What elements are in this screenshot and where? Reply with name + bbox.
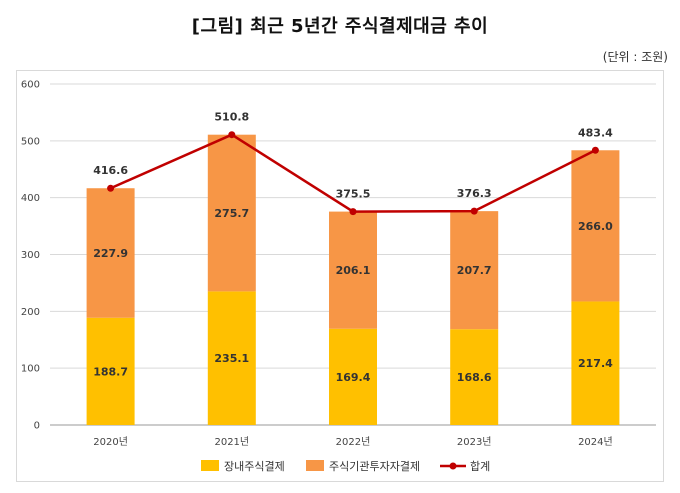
bar-segment [86,188,135,318]
bar-segment [207,291,256,425]
bar-segment [450,329,499,425]
chart-frame [16,70,664,482]
bar-value-label: 169.4 [336,371,371,384]
total-point [349,208,357,216]
total-value-label: 416.6 [93,164,128,177]
bar-segment [450,211,499,330]
x-tick-label: 2021년 [214,436,249,448]
legend-marker [449,462,457,470]
x-tick-label: 2024년 [578,436,613,448]
total-point [228,131,236,139]
total-value-label: 376.3 [457,187,492,200]
x-tick-label: 2023년 [457,436,492,448]
y-tick-label: 300 [21,250,40,261]
bar-value-label: 266.0 [578,220,613,233]
total-value-label: 510.8 [214,111,249,124]
bar-value-label: 227.9 [93,247,128,260]
x-tick-label: 2020년 [93,436,128,448]
y-tick-label: 200 [21,307,40,318]
bar-value-label: 188.7 [93,365,128,378]
total-point [107,184,115,192]
bar-segment [207,134,256,292]
legend-label: 합계 [470,460,490,473]
legend-label: 주식기관투자자결제 [329,460,420,473]
bar-value-label: 275.7 [214,207,249,220]
bar-value-label: 168.6 [457,371,492,384]
y-tick-label: 500 [21,136,40,147]
total-point [470,207,478,215]
y-tick-label: 0 [34,421,40,432]
total-value-label: 483.4 [578,126,613,139]
unit-label: (단위 : 조원) [602,50,668,64]
bar-segment [571,150,620,302]
total-value-label: 375.5 [336,188,371,201]
bar-value-label: 235.1 [214,352,249,365]
bar-value-label: 206.1 [336,264,371,277]
y-tick-label: 100 [21,364,40,375]
y-tick-label: 600 [21,80,40,91]
bar-segment [329,328,377,425]
bar-value-label: 207.7 [457,264,492,277]
chart-title: [그림] 최근 5년간 주식결제대금 추이 [191,16,489,37]
x-tick-label: 2022년 [336,436,371,448]
y-tick-label: 400 [21,193,40,204]
bar-value-label: 217.4 [578,357,613,370]
legend-swatch [201,460,219,471]
bar-segment [329,211,377,329]
bar-segment [86,317,135,425]
total-point [591,146,599,154]
legend-swatch [306,460,324,471]
bar-segment [571,301,620,425]
legend-label: 장내주식결제 [224,460,285,473]
